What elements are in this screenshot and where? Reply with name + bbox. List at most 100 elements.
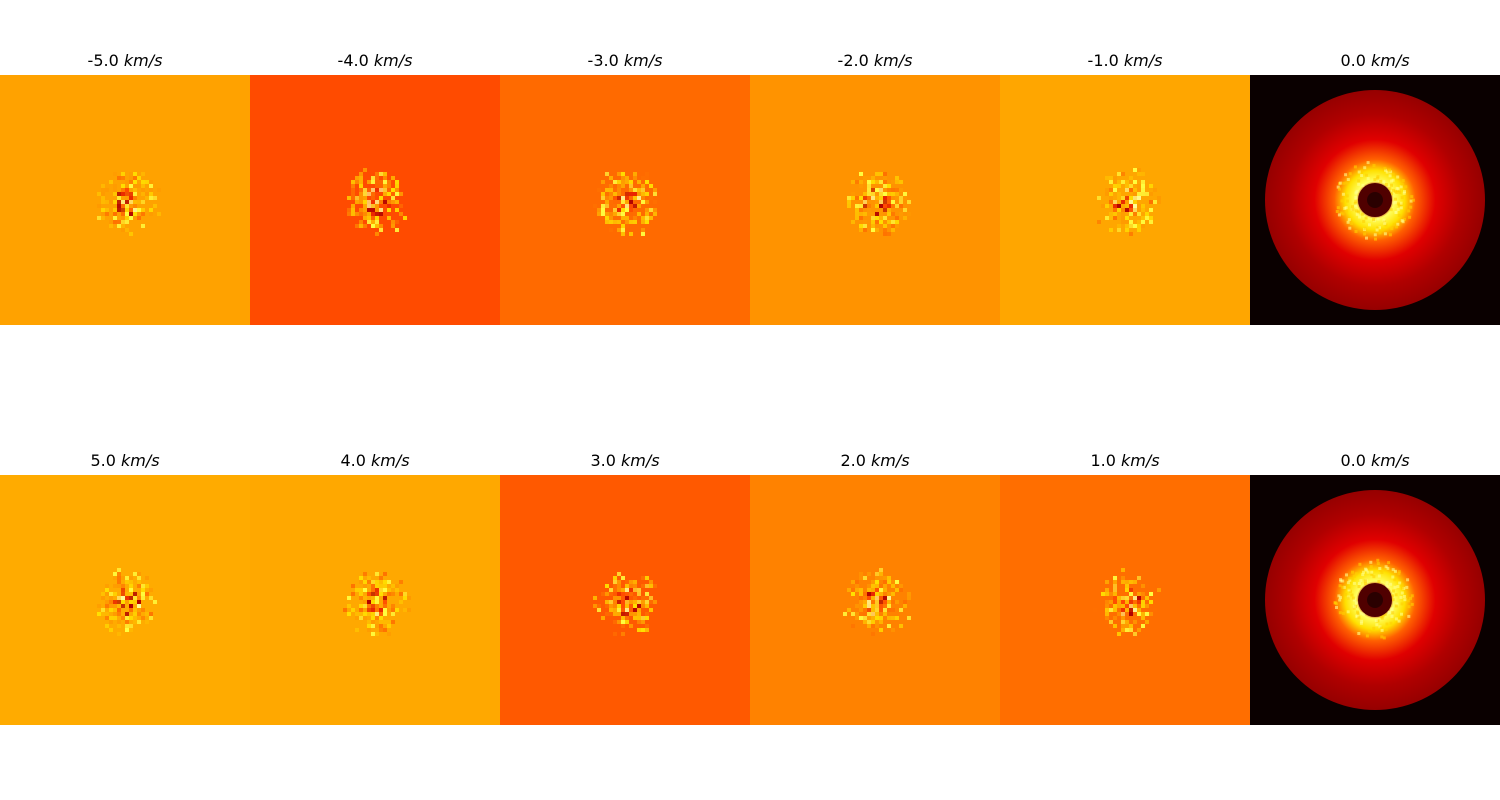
texture-pixel <box>1390 227 1394 231</box>
blob-pixel <box>609 588 613 592</box>
texture-pixel <box>1337 213 1341 217</box>
blob-pixel <box>649 600 653 604</box>
texture-pixel <box>1399 185 1403 189</box>
blob-pixel <box>1129 596 1133 600</box>
texture-pixel <box>1375 623 1379 627</box>
blob-pixel <box>399 600 403 604</box>
blob-pixel <box>351 212 355 216</box>
texture-pixel <box>1358 562 1362 566</box>
blob-pixel <box>375 172 379 176</box>
blob-pixel <box>125 600 129 604</box>
blob-pixel <box>1125 196 1129 200</box>
blob-pixel <box>605 612 609 616</box>
velocity-value: 0.0 <box>1340 51 1366 70</box>
blob-pixel <box>149 180 153 184</box>
blob-pixel <box>895 224 899 228</box>
blob-pixel <box>359 612 363 616</box>
blob-pixel <box>375 588 379 592</box>
blob-pixel <box>125 216 129 220</box>
blob-pixel <box>367 620 371 624</box>
blob-pixel <box>863 176 867 180</box>
blob-pixel <box>371 632 375 636</box>
texture-pixel <box>1338 584 1342 588</box>
texture-pixel <box>1401 179 1405 183</box>
blob-pixel <box>867 184 871 188</box>
blob-pixel <box>1137 228 1141 232</box>
blob-pixel <box>629 600 633 604</box>
blob-pixel <box>625 596 629 600</box>
blob-pixel <box>395 588 399 592</box>
blob-pixel <box>113 208 117 212</box>
texture-pixel <box>1394 200 1398 204</box>
blob-pixel <box>375 208 379 212</box>
blob-pixel <box>879 596 883 600</box>
blob-pixel <box>899 204 903 208</box>
blob-pixel <box>887 608 891 612</box>
blob-pixel <box>121 220 125 224</box>
blob-pixel <box>379 628 383 632</box>
blob-pixel <box>355 180 359 184</box>
blob-pixel <box>355 224 359 228</box>
texture-pixel <box>1400 586 1404 590</box>
blob-pixel <box>613 216 617 220</box>
blob-pixel <box>875 604 879 608</box>
blob-pixel <box>855 580 859 584</box>
blob-pixel <box>149 212 153 216</box>
blob-pixel <box>383 604 387 608</box>
blob-pixel <box>859 600 863 604</box>
blob-pixel <box>359 596 363 600</box>
blob-pixel <box>1109 188 1113 192</box>
velocity-value: -1.0 <box>1087 51 1119 70</box>
emission-blob <box>1093 568 1161 636</box>
blob-pixel <box>1125 608 1129 612</box>
blob-pixel <box>113 604 117 608</box>
blob-pixel <box>609 204 613 208</box>
blob-pixel <box>863 604 867 608</box>
blob-pixel <box>117 596 121 600</box>
texture-pixel <box>1380 570 1384 574</box>
blob-pixel <box>113 608 117 612</box>
blob-pixel <box>403 592 407 596</box>
blob-pixel <box>125 212 129 216</box>
texture-pixel <box>1397 619 1401 623</box>
blob-pixel <box>851 196 855 200</box>
blob-pixel <box>625 196 629 200</box>
blob-pixel <box>101 592 105 596</box>
texture-pixel <box>1365 634 1369 638</box>
blob-pixel <box>121 224 125 228</box>
blob-pixel <box>613 220 617 224</box>
blob-pixel <box>871 196 875 200</box>
blob-pixel <box>137 200 141 204</box>
texture-pixel <box>1383 220 1386 224</box>
blob-pixel <box>125 612 129 616</box>
blob-pixel <box>899 188 903 192</box>
blob-pixel <box>875 196 879 200</box>
texture-pixel <box>1401 220 1405 224</box>
blob-pixel <box>1137 612 1141 616</box>
blob-pixel <box>621 604 625 608</box>
channel-map-image <box>250 475 500 725</box>
blob-pixel <box>637 180 641 184</box>
blob-pixel <box>133 176 137 180</box>
blob-pixel <box>133 208 137 212</box>
blob-pixel <box>391 188 395 192</box>
blob-pixel <box>867 188 871 192</box>
blob-pixel <box>1133 604 1137 608</box>
texture-pixel <box>1389 208 1393 212</box>
blob-pixel <box>363 596 367 600</box>
blob-pixel <box>387 180 391 184</box>
texture-pixel <box>1361 183 1365 187</box>
blob-pixel <box>1121 612 1125 616</box>
blob-pixel <box>1133 200 1137 204</box>
texture-pixel <box>1357 179 1361 183</box>
texture-pixel <box>1346 610 1350 614</box>
blob-pixel <box>141 184 145 188</box>
blob-pixel <box>153 204 157 208</box>
blob-pixel <box>1121 568 1125 572</box>
panel-title: -1.0 km/s <box>1000 51 1250 71</box>
blob-pixel <box>145 180 149 184</box>
blob-pixel <box>113 572 117 576</box>
blob-pixel <box>1137 592 1141 596</box>
channel-panel: -3.0 km/s <box>500 35 750 325</box>
texture-pixel <box>1393 569 1397 573</box>
